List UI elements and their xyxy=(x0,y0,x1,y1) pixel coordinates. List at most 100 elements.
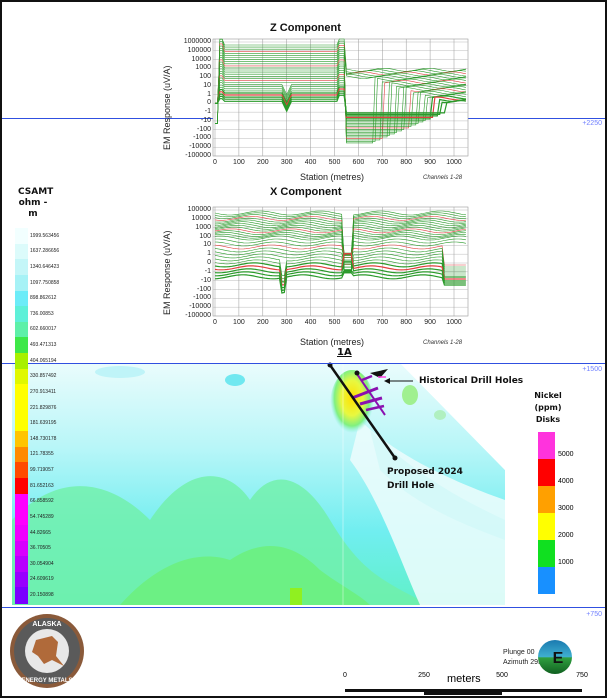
nickel-legend-label: 2000 xyxy=(558,532,574,539)
svg-text:ENERGY METALS: ENERGY METALS xyxy=(21,678,72,684)
y-tick-label: -10 xyxy=(200,276,211,284)
title-line: m xyxy=(28,209,38,219)
channel-line xyxy=(214,250,466,270)
historical-drill-holes xyxy=(351,369,388,416)
channel-line xyxy=(215,57,466,141)
channel-line xyxy=(215,65,466,135)
x-tick-label: 900 xyxy=(424,319,436,326)
historical-drill-holes-label: Historical Drill Holes xyxy=(419,376,524,386)
x-tick-label: 300 xyxy=(280,159,293,166)
x-tick-label: 700 xyxy=(376,159,389,166)
nickel-legend-label: 4000 xyxy=(558,478,574,485)
csamt-legend-label: 602.660017 xyxy=(30,326,57,333)
channels-label: Channels 1-28 xyxy=(423,340,463,346)
channel-line xyxy=(214,230,466,254)
csamt-legend-label: 81.652163 xyxy=(30,482,54,489)
y-tick-label: 1000 xyxy=(195,64,211,72)
csamt-color-band xyxy=(15,462,28,479)
title-line: Disks xyxy=(535,415,561,424)
elevation-label: +2250 xyxy=(582,120,602,127)
channel-line xyxy=(215,67,466,133)
x-tick-label: 400 xyxy=(304,159,317,166)
csamt-legend-label: 181.639195 xyxy=(30,420,57,427)
x-tick-label: 0 xyxy=(213,159,217,166)
csamt-color-band xyxy=(15,540,28,557)
channel-line xyxy=(215,219,466,254)
y-tick-label: -100 xyxy=(196,285,211,293)
plot-frame xyxy=(212,206,469,317)
y-tick-label: -1000 xyxy=(193,294,211,302)
csamt-legend-label: 493.471313 xyxy=(30,342,57,349)
csamt-color-band xyxy=(15,306,28,323)
channel-line xyxy=(215,270,466,292)
chart-title: Z Component xyxy=(270,22,341,34)
compass-sphere-icon: E xyxy=(538,640,572,674)
csamt-color-band xyxy=(15,337,28,354)
channel-line xyxy=(214,214,466,273)
title-line: CSAMT xyxy=(18,187,54,197)
csamt-color-band xyxy=(15,524,28,541)
channel-line xyxy=(215,59,466,139)
csamt-legend-label: 1637.286656 xyxy=(30,248,60,255)
channel-line xyxy=(214,253,466,283)
x-tick-label: 400 xyxy=(304,319,317,326)
y-tick-label: -10000 xyxy=(189,303,211,311)
csamt-color-band xyxy=(15,259,28,276)
x-plot-area xyxy=(212,206,469,317)
elevation-label: +1500 xyxy=(582,366,602,373)
csamt-legend-label: 736.00853 xyxy=(30,310,54,317)
elevation-label: +750 xyxy=(586,611,602,618)
channel-line xyxy=(214,210,466,264)
csamt-color-band xyxy=(15,399,28,416)
channel-line xyxy=(214,253,466,286)
channel-line xyxy=(215,80,466,124)
y-tick-label: 1 xyxy=(207,250,211,258)
nickel-legend-label: 3000 xyxy=(558,505,574,512)
y-tick-label: 100000 xyxy=(187,206,211,213)
y-tick-label: -100000 xyxy=(185,152,211,159)
elevation-line-750 xyxy=(0,607,607,608)
x-tick-label: 800 xyxy=(400,319,413,326)
csamt-legend-label: 121.78355 xyxy=(30,451,54,458)
title-line: Nickel xyxy=(534,391,562,400)
csamt-legend-label: 1097.750858 xyxy=(30,279,60,286)
csamt-color-band xyxy=(15,571,28,588)
csamt-legend-title: CSAMT ohm - m xyxy=(18,187,54,220)
channel-line xyxy=(214,241,466,261)
x-tick-label: 0 xyxy=(213,319,217,326)
channel-line xyxy=(215,38,466,124)
channel-line xyxy=(214,253,466,273)
y-tick-label: 100000 xyxy=(187,46,211,54)
csamt-color-band xyxy=(15,384,28,401)
y-tick-label: -1 xyxy=(204,108,211,116)
csamt-color-band xyxy=(15,290,28,307)
z-plot-area xyxy=(212,38,469,157)
y-tick-label: 100 xyxy=(199,232,211,240)
scale-tick-label: 750 xyxy=(576,672,588,679)
y-tick-label: 10 xyxy=(203,241,211,249)
y-tick-label: -100000 xyxy=(185,312,211,319)
channel-line xyxy=(215,50,466,124)
nickel-legend-title: Nickel (ppm) Disks xyxy=(532,390,564,426)
y-tick-label: 100 xyxy=(199,73,211,81)
x-tick-label: 200 xyxy=(256,319,269,326)
y-tick-label: -1 xyxy=(204,267,211,275)
scale-bar-segment xyxy=(424,692,502,695)
y-tick-label: -10 xyxy=(200,116,211,124)
channel-line xyxy=(215,43,466,124)
nickel-color-band xyxy=(538,513,555,540)
azimuth-value: Azimuth 295 xyxy=(503,659,542,666)
drill-hole-1a-label: 1A xyxy=(337,347,352,358)
channel-line xyxy=(214,225,466,274)
title-line: ohm - xyxy=(18,198,48,208)
csamt-legend-label: 270.913411 xyxy=(30,388,57,395)
y-tick-label: -1000 xyxy=(193,134,211,142)
csamt-color-band xyxy=(15,228,28,245)
channel-line xyxy=(215,94,466,114)
channel-line xyxy=(214,223,466,270)
csamt-color-band xyxy=(15,493,28,510)
nickel-color-band xyxy=(538,486,555,513)
channel-line xyxy=(214,217,466,256)
channel-line xyxy=(215,72,466,130)
channel-line xyxy=(214,216,466,265)
